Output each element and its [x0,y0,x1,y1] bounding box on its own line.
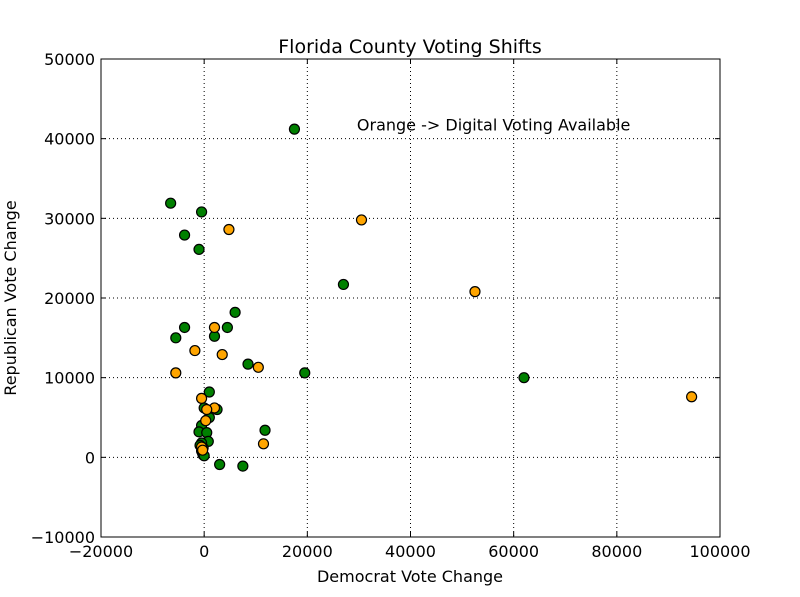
data-point [216,348,228,361]
series-1 [170,214,698,456]
data-point [288,123,301,135]
axis-ticks: −20000 0 20000 40000 60000 80000 100000 −10000 0… [31,50,751,561]
data-point [259,424,271,436]
y-tick-label: 0 [85,448,95,467]
data-point [252,361,264,373]
y-axis-label: Republican Vote Change [1,200,20,395]
data-point [223,223,235,236]
x-tick-label: −20000 [69,542,133,561]
data-point [201,403,213,416]
data-point [195,206,208,218]
data-point [208,321,221,334]
data-point [200,415,212,427]
data-point [214,458,226,471]
data-point [469,286,481,298]
data-point [189,344,201,357]
x-tick-label: 0 [199,542,209,561]
data-point [242,358,254,370]
x-tick-label: 80000 [591,542,642,561]
data-point [686,391,698,403]
data-point [170,332,182,344]
y-tick-label: 10000 [44,369,95,388]
y-tick-label: 50000 [44,50,95,69]
data-point [518,372,530,384]
data-points [165,123,698,472]
y-tick-label: 30000 [44,209,95,228]
data-point [195,392,208,404]
data-point [355,214,368,226]
data-point [337,278,350,291]
data-point [203,386,215,398]
chart-title: Florida County Voting Shifts [278,36,541,58]
data-point [193,243,205,256]
x-tick-label: 100000 [689,542,750,561]
y-tick-label: 20000 [44,289,95,308]
data-point [237,460,249,472]
y-tick-label: −10000 [31,528,95,547]
x-axis-label: Democrat Vote Change [317,567,503,586]
data-point [299,367,311,379]
x-tick-label: 40000 [385,542,436,561]
data-point [178,229,191,241]
data-point [170,367,182,379]
y-tick-label: 40000 [44,130,95,149]
data-point [165,197,177,209]
annotation: Orange -> Digital Voting Available [357,116,630,135]
x-tick-label: 20000 [282,542,333,561]
data-point [221,321,233,334]
data-point [178,321,191,334]
data-point [257,438,270,450]
x-tick-label: 60000 [488,542,539,561]
data-point [197,444,209,456]
data-point [229,306,241,318]
